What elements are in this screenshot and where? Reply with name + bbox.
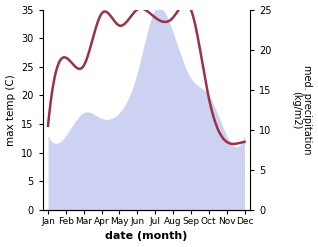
Y-axis label: med. precipitation
(kg/m2): med. precipitation (kg/m2) <box>291 65 313 155</box>
X-axis label: date (month): date (month) <box>105 231 187 242</box>
Y-axis label: max temp (C): max temp (C) <box>5 74 16 146</box>
